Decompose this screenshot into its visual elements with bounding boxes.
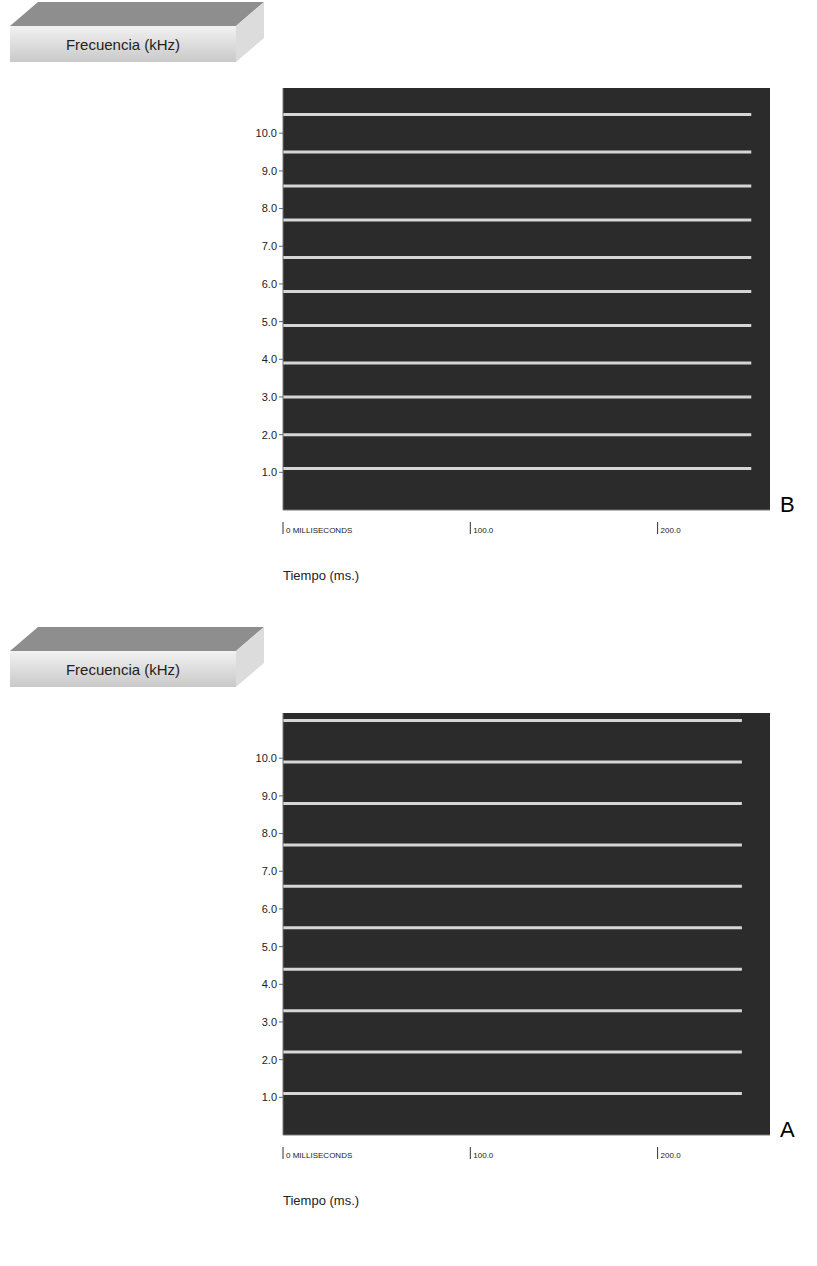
- svg-text:5.0: 5.0: [262, 316, 277, 328]
- html-text:Tiempo (ms.): Tiempo (ms.): [283, 568, 360, 583]
- svg-text:0 MILLISECONDS: 0 MILLISECONDS: [286, 526, 352, 535]
- svg-text:100.0: 100.0: [473, 1151, 494, 1160]
- svg-text:8.0: 8.0: [262, 202, 277, 214]
- svg-text:5.0: 5.0: [262, 941, 277, 953]
- svg-text:2.0: 2.0: [262, 429, 277, 441]
- svg-text:1.0: 1.0: [262, 1091, 277, 1103]
- svg-text:3.0: 3.0: [262, 391, 277, 403]
- svg-text:7.0: 7.0: [262, 865, 277, 877]
- svg-text:200.0: 200.0: [661, 1151, 682, 1160]
- svg-text:4.0: 4.0: [262, 353, 277, 365]
- html-text:Tiempo (ms.): Tiempo (ms.): [283, 1193, 360, 1208]
- svg-text:9.0: 9.0: [262, 790, 277, 802]
- svg-text:7.0: 7.0: [262, 240, 277, 252]
- svg-text:0 MILLISECONDS: 0 MILLISECONDS: [286, 1151, 352, 1160]
- html-text:B: B: [780, 492, 795, 517]
- svg-text:8.0: 8.0: [262, 827, 277, 839]
- html-text:A: A: [780, 1117, 795, 1142]
- svg-text:10.0: 10.0: [256, 752, 277, 764]
- svg-text:Frecuencia (kHz): Frecuencia (kHz): [66, 661, 180, 678]
- svg-text:200.0: 200.0: [661, 526, 682, 535]
- svg-text:4.0: 4.0: [262, 978, 277, 990]
- svg-text:6.0: 6.0: [262, 278, 277, 290]
- svg-text:100.0: 100.0: [473, 526, 494, 535]
- svg-text:6.0: 6.0: [262, 903, 277, 915]
- svg-text:Frecuencia (kHz): Frecuencia (kHz): [66, 36, 180, 53]
- svg-text:1.0: 1.0: [262, 466, 277, 478]
- svg-text:2.0: 2.0: [262, 1054, 277, 1066]
- svg-text:9.0: 9.0: [262, 165, 277, 177]
- svg-text:3.0: 3.0: [262, 1016, 277, 1028]
- svg-text:10.0: 10.0: [256, 127, 277, 139]
